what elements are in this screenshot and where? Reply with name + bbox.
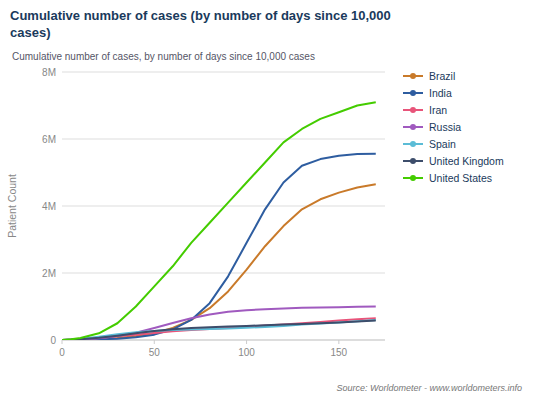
legend-label: Russia (429, 121, 461, 133)
y-tick-label: 0 (50, 335, 56, 346)
series-line (62, 321, 376, 340)
legend-item: Russia (403, 121, 461, 133)
legend-item: Brazil (403, 70, 455, 82)
x-tick-label: 150 (331, 347, 348, 358)
title: Cumulative number of cases (by number of… (10, 8, 391, 40)
legend-item: Spain (403, 138, 456, 150)
x-tick-label: 50 (149, 347, 161, 358)
y-axis-label: Patient Count (6, 174, 18, 238)
series-line (62, 154, 376, 340)
series-line (62, 320, 376, 340)
legend-label: India (429, 87, 452, 99)
legend-marker (410, 158, 416, 164)
x-tick-label: 0 (59, 347, 65, 358)
legend-item: India (403, 87, 452, 99)
chart: Cumulative number of cases (by number of… (0, 0, 534, 397)
series-line (62, 184, 376, 340)
subtitle: Cumulative number of cases, by number of… (12, 51, 315, 62)
legend-marker (410, 141, 416, 147)
x-tick (62, 340, 63, 344)
legend-item: United Kingdom (403, 155, 504, 167)
series-line (62, 102, 376, 340)
source-note: Source: Worldometer - www.worldometers.i… (336, 383, 522, 393)
grid-line (62, 139, 385, 140)
legend-label: Iran (429, 104, 447, 116)
legend-item: Iran (403, 104, 447, 116)
series-line (62, 307, 376, 341)
x-tick-label: 100 (238, 347, 255, 358)
title-line: Cumulative number of cases (by number of… (10, 8, 391, 23)
x-tick (338, 340, 339, 344)
title-line: cases) (10, 25, 50, 40)
legend-marker (410, 90, 416, 96)
x-tick (246, 340, 247, 344)
series-line (62, 318, 376, 340)
legend-marker (410, 107, 416, 113)
x-tick (154, 340, 155, 344)
legend-marker (410, 124, 416, 130)
legend-marker (410, 175, 416, 181)
legend-label: United Kingdom (429, 155, 504, 167)
y-tick-label: 6M (42, 134, 56, 145)
grid-line (62, 273, 385, 274)
legend-label: Brazil (429, 70, 455, 82)
grid-line (62, 72, 385, 73)
legend-marker (410, 73, 416, 79)
y-tick-label: 8M (42, 67, 56, 78)
y-tick-label: 4M (42, 201, 56, 212)
legend-label: United States (429, 172, 492, 184)
legend-label: Spain (429, 138, 456, 150)
y-tick-label: 2M (42, 268, 56, 279)
plot-area (62, 102, 376, 340)
legend-item: United States (403, 172, 492, 184)
